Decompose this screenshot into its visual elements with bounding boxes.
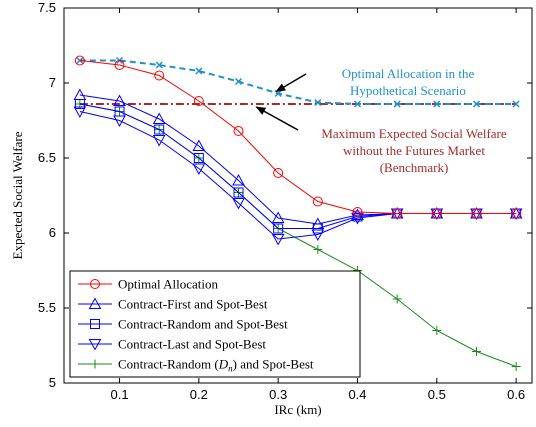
series-4-point [313,245,323,254]
y-tick-label: 7 [49,75,56,90]
series-0-line [79,60,517,214]
series-5-point [393,100,401,108]
series-2-point [273,223,284,234]
series-3-point [152,135,166,147]
series-4-point [392,294,402,304]
legend-label-var: D [218,357,229,372]
series-3-point [192,163,206,176]
series-1-point [311,217,325,229]
series-4-point [432,326,442,335]
series-3-point [311,229,325,242]
series-5-point [472,100,481,108]
series-5-point [433,100,441,108]
legend-marker [88,339,102,351]
series-3-point [232,198,245,210]
annotation-hypothetical-arrow [275,73,307,93]
series-0 [74,55,522,219]
y-tick-label: 5 [49,375,56,390]
series-1-point [232,173,245,186]
annotation-benchmark-line-0: Maximum Expected Social Welfare [321,126,507,141]
legend-label-sub: n [228,364,233,374]
series-0-point [114,60,125,70]
series-5-point [512,100,520,108]
y-tick-label: 7.5 [38,0,56,15]
series-2-point [114,106,125,117]
annotation-benchmark-arrow [255,106,299,131]
series-1-point [192,139,206,151]
series-3-point [351,213,364,225]
y-tick-label: 6.5 [38,150,56,165]
annotation-benchmark-line-2: (Benchmark) [380,160,449,175]
legend-label: Optimal Allocation [118,277,219,292]
series-2-line [79,103,517,229]
series-0-point [431,208,442,219]
series-0-point [511,208,522,219]
series-1-point [351,208,364,220]
series-0-point [74,55,85,66]
series-4-point [471,347,481,356]
series-5-line [79,59,517,105]
series-5-point [353,100,362,108]
annotation-hypothetical-line-0: Optimal Allocation in the [342,66,475,81]
series-1-point [113,94,126,106]
series-0-point [273,168,284,178]
x-axis-label: IRc (km) [274,402,321,417]
series-0-point [352,207,363,217]
series-2-point [233,187,244,198]
y-tick-label: 6 [49,225,56,240]
series-1-point [152,112,166,124]
legend-entry-0: Optimal Allocation [78,277,219,292]
legend-entry-1: Contract-First and Spot-Best [78,297,268,312]
legend-entry-3: Contract-Last and Spot-Best [78,337,266,352]
series-1 [73,88,523,229]
x-tick-label: 0.3 [269,387,287,402]
legend-label: Contract-Random (Dn) and Spot-Best [118,357,314,374]
legend-box [69,270,361,378]
annotation-hypothetical-line-1: Hypothetical Scenario [350,83,466,98]
x-tick-label: 0.4 [348,387,366,402]
legend-label: Contract-Random and Spot-Best [118,317,288,332]
y-axis-label: Expected Social Welfare [10,131,25,259]
legend-marker [90,359,100,369]
series-5-point [195,67,203,75]
legend-marker [90,279,100,289]
annotation-benchmark-line-1: without the Futures Market [343,143,485,158]
y-tick-label: 5.5 [38,300,56,315]
series-1-line [79,94,517,225]
series-4-point [511,362,521,371]
x-tick-label: 0.1 [110,387,128,402]
x-tick-label: 0.6 [507,387,525,402]
series-3-point [271,234,285,246]
series-0-point [392,208,403,219]
series-2-point [154,124,165,135]
series-0-point [471,208,482,219]
series-0-point [233,126,244,136]
series-1-point [73,88,87,100]
series-0-point [312,196,323,207]
legend-entry-2: Contract-Random and Spot-Best [78,317,288,332]
legend-entry-4: Contract-Random (Dn) and Spot-Best [78,357,314,374]
series-5-point [234,77,243,86]
legend-label-post: ) and Spot-Best [233,357,314,372]
legend-marker [88,297,102,309]
plot-frame [63,7,533,384]
series-2-point [193,153,204,163]
series-5-point [314,98,322,107]
series-0-point [193,96,204,106]
series-1-point [271,211,285,223]
legend-marker [90,319,100,329]
x-tick-label: 0.2 [190,387,208,402]
series-5-point [155,61,163,69]
series-3-point [73,106,87,119]
series-5-point [76,56,84,65]
series-2 [74,99,522,234]
series-0-point [154,70,165,81]
legend-label: Contract-Last and Spot-Best [118,337,266,352]
legend-label: Contract-First and Spot-Best [118,297,268,312]
x-tick-label: 0.5 [428,387,446,402]
legend-label-pre: Contract-Random ( [118,357,219,372]
